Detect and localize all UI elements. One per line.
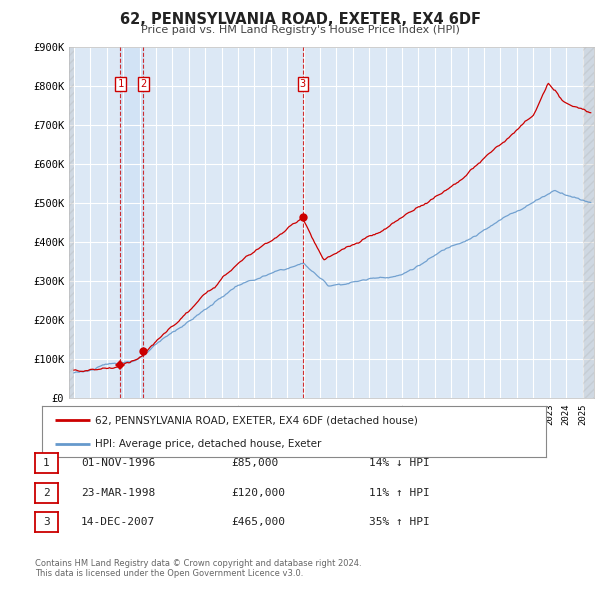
Text: 35% ↑ HPI: 35% ↑ HPI [369, 517, 430, 527]
Text: £85,000: £85,000 [231, 458, 278, 468]
Text: HPI: Average price, detached house, Exeter: HPI: Average price, detached house, Exet… [95, 440, 321, 450]
Text: 2: 2 [43, 488, 50, 497]
Text: 62, PENNSYLVANIA ROAD, EXETER, EX4 6DF: 62, PENNSYLVANIA ROAD, EXETER, EX4 6DF [119, 12, 481, 27]
Text: 3: 3 [300, 79, 306, 89]
Text: £465,000: £465,000 [231, 517, 285, 527]
Text: 1: 1 [117, 79, 124, 89]
Text: 2: 2 [140, 79, 146, 89]
Text: 23-MAR-1998: 23-MAR-1998 [81, 488, 155, 497]
Text: 3: 3 [43, 517, 50, 527]
Text: 11% ↑ HPI: 11% ↑ HPI [369, 488, 430, 497]
Text: 62, PENNSYLVANIA ROAD, EXETER, EX4 6DF (detached house): 62, PENNSYLVANIA ROAD, EXETER, EX4 6DF (… [95, 415, 418, 425]
Bar [583, 47, 594, 398]
Bar [69, 47, 74, 398]
Text: 14-DEC-2007: 14-DEC-2007 [81, 517, 155, 527]
Text: This data is licensed under the Open Government Licence v3.0.: This data is licensed under the Open Gov… [35, 569, 303, 578]
Text: 14% ↓ HPI: 14% ↓ HPI [369, 458, 430, 468]
Text: 1: 1 [43, 458, 50, 468]
Text: Price paid vs. HM Land Registry's House Price Index (HPI): Price paid vs. HM Land Registry's House … [140, 25, 460, 35]
Bar [121, 47, 143, 398]
Text: Contains HM Land Registry data © Crown copyright and database right 2024.: Contains HM Land Registry data © Crown c… [35, 559, 361, 568]
Text: £120,000: £120,000 [231, 488, 285, 497]
Text: 01-NOV-1996: 01-NOV-1996 [81, 458, 155, 468]
